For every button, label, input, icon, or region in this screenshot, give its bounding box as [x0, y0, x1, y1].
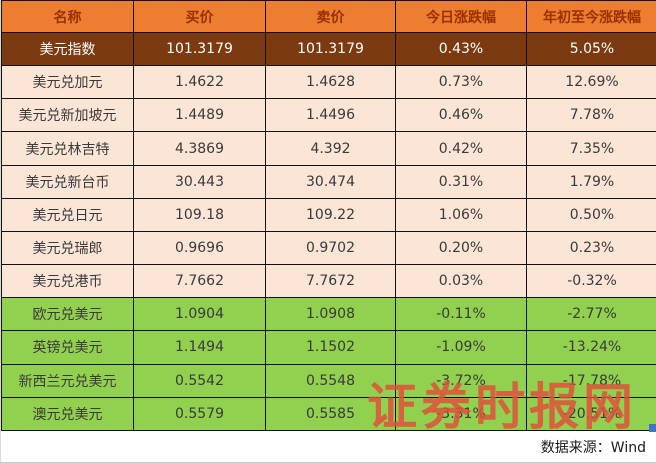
cell-sell: 109.22 [265, 197, 396, 232]
cell-sell: 1.4628 [265, 65, 396, 100]
cell-ytd-change: -20.51% [526, 396, 656, 432]
cell-today-change: 0.73% [395, 65, 527, 100]
col-header-buy-price: 买价 [133, 0, 266, 33]
cell-today-change: 0.46% [395, 98, 527, 133]
cell-sell: 1.0908 [265, 297, 396, 332]
col-header-today-change: 今日涨跌幅 [395, 0, 527, 33]
table-row-usd-myr: 美元兑林吉特 4.3869 4.392 0.42% 7.35% [1, 131, 656, 166]
cell-today-change: 0.43% [395, 31, 527, 67]
table-row-usd-hkd: 美元兑港币 7.7662 7.7672 0.03% -0.32% [1, 264, 656, 299]
col-header-sell-price: 卖价 [265, 0, 396, 33]
cell-today-change: -3.72% [395, 363, 527, 398]
cell-name: 美元兑瑞郎 [1, 230, 134, 266]
cell-ytd-change: 0.50% [526, 197, 656, 232]
cell-name: 美元兑港币 [1, 264, 134, 299]
cell-ytd-change: -0.32% [526, 264, 656, 299]
table-row-usd-index: 美元指数 101.3179 101.3179 0.43% 5.05% [1, 31, 656, 67]
cell-buy: 0.5542 [133, 363, 266, 398]
col-header-ytd-change: 年初至今涨跌幅 [526, 0, 656, 33]
cell-name: 美元兑林吉特 [1, 131, 134, 166]
cell-sell: 0.5585 [265, 396, 396, 432]
cell-name: 美元兑日元 [1, 197, 134, 232]
cell-ytd-change: -17.78% [526, 363, 656, 398]
cell-buy: 101.3179 [133, 31, 266, 67]
cell-buy: 1.0904 [133, 297, 266, 332]
cell-today-change: 0.20% [395, 230, 527, 266]
col-header-name: 名称 [1, 0, 134, 33]
cell-name: 澳元兑美元 [1, 396, 134, 432]
table-row-nzd-usd: 新西兰元兑美元 0.5542 0.5548 -3.72% -17.78% [1, 363, 656, 398]
table-row-usd-chf: 美元兑瑞郎 0.9696 0.9702 0.20% 0.23% [1, 230, 656, 266]
cell-today-change: 0.42% [395, 131, 527, 166]
cell-buy: 0.9696 [133, 230, 266, 266]
cell-buy: 4.3869 [133, 131, 266, 166]
cell-sell: 1.4496 [265, 98, 396, 133]
cell-name: 新西兰元兑美元 [1, 363, 134, 398]
cell-today-change: -0.11% [395, 297, 527, 332]
cell-sell: 30.474 [265, 164, 396, 199]
table-row-aud-usd: 澳元兑美元 0.5579 0.5585 -3.31% -20.51% [1, 396, 656, 432]
table-row-eur-usd: 欧元兑美元 1.0904 1.0908 -0.11% -2.77% [1, 297, 656, 332]
cell-ytd-change: 7.78% [526, 98, 656, 133]
cell-sell: 1.1502 [265, 330, 396, 365]
table-row-usd-cad: 美元兑加元 1.4622 1.4628 0.73% 12.69% [1, 65, 656, 100]
cell-name: 美元兑加元 [1, 65, 134, 100]
cell-sell: 4.392 [265, 131, 396, 166]
table-row-usd-jpy: 美元兑日元 109.18 109.22 1.06% 0.50% [1, 197, 656, 232]
excel-fill-handle-marker [649, 424, 656, 432]
cell-sell: 0.5548 [265, 363, 396, 398]
cell-today-change: 0.03% [395, 264, 527, 299]
cell-ytd-change: 12.69% [526, 65, 656, 100]
cell-buy: 30.443 [133, 164, 266, 199]
header-row: 名称 买价 卖价 今日涨跌幅 年初至今涨跌幅 [1, 0, 656, 33]
cell-today-change: -3.31% [395, 396, 527, 432]
cell-ytd-change: 1.79% [526, 164, 656, 199]
cell-buy: 0.5579 [133, 396, 266, 432]
data-source-label: 数据来源：Wind [540, 439, 646, 456]
cell-today-change: 1.06% [395, 197, 527, 232]
cell-ytd-change: 0.23% [526, 230, 656, 266]
cell-name: 美元兑新台币 [1, 164, 134, 199]
cell-buy: 109.18 [133, 197, 266, 232]
cell-name: 美元指数 [1, 31, 134, 67]
cell-name: 欧元兑美元 [1, 297, 134, 332]
cell-ytd-change: -2.77% [526, 297, 656, 332]
cell-buy: 1.4489 [133, 98, 266, 133]
cell-name: 英镑兑美元 [1, 330, 134, 365]
table-row-usd-twd: 美元兑新台币 30.443 30.474 0.31% 1.79% [1, 164, 656, 199]
cell-ytd-change: 7.35% [526, 131, 656, 166]
cell-ytd-change: -13.24% [526, 330, 656, 365]
cell-sell: 101.3179 [265, 31, 396, 67]
fx-rates-table: 名称 买价 卖价 今日涨跌幅 年初至今涨跌幅 美元指数 101.3179 101… [1, 0, 656, 432]
table-row-gbp-usd: 英镑兑美元 1.1494 1.1502 -1.09% -13.24% [1, 330, 656, 365]
cell-buy: 1.4622 [133, 65, 266, 100]
cell-name: 美元兑新加坡元 [1, 98, 134, 133]
cell-sell: 7.7672 [265, 264, 396, 299]
table-row-usd-sgd: 美元兑新加坡元 1.4489 1.4496 0.46% 7.78% [1, 98, 656, 133]
cell-buy: 7.7662 [133, 264, 266, 299]
cell-sell: 0.9702 [265, 230, 396, 266]
cell-today-change: -1.09% [395, 330, 527, 365]
cell-buy: 1.1494 [133, 330, 266, 365]
cell-ytd-change: 5.05% [526, 31, 656, 67]
data-source-footer: 数据来源：Wind [1, 431, 656, 462]
cell-today-change: 0.31% [395, 164, 527, 199]
